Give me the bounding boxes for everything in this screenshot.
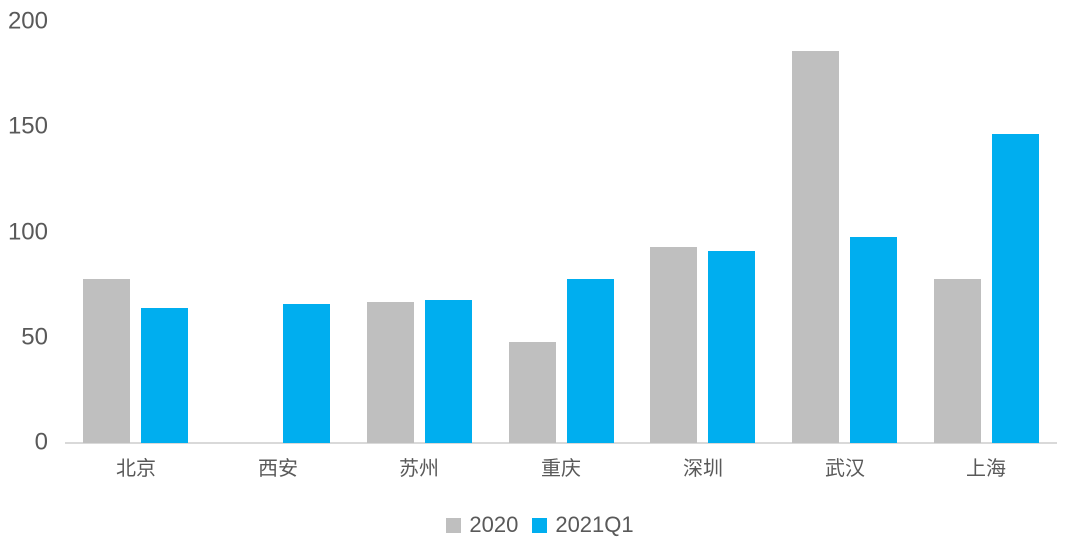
bar-2021Q1-重庆 (567, 279, 614, 443)
bar-2020-武汉 (792, 51, 839, 443)
x-label-上海: 上海 (966, 458, 1006, 480)
x-label-北京: 北京 (116, 458, 156, 480)
bar-2021Q1-苏州 (425, 300, 472, 443)
bar-2020-上海 (934, 279, 981, 443)
x-label-苏州: 苏州 (399, 458, 439, 480)
legend-swatch-2020 (446, 517, 462, 533)
y-tick-200: 200 (7, 7, 48, 35)
legend-item-2020: 2020 (446, 512, 518, 538)
legend-label-2021q1: 2021Q1 (555, 512, 634, 537)
x-axis-line (65, 442, 1057, 444)
bar-2021Q1-深圳 (708, 251, 755, 443)
x-label-重庆: 重庆 (541, 458, 581, 480)
x-label-武汉: 武汉 (825, 458, 865, 480)
y-tick-50: 50 (21, 323, 48, 351)
x-label-深圳: 深圳 (683, 458, 723, 480)
x-label-西安: 西安 (258, 458, 298, 480)
legend: 2020 2021Q1 (0, 512, 1080, 538)
y-tick-100: 100 (7, 217, 48, 245)
bar-2020-苏州 (367, 302, 414, 443)
bar-2021Q1-武汉 (850, 237, 897, 443)
legend-label-2020: 2020 (469, 512, 519, 537)
bar-2020-北京 (83, 279, 130, 443)
bar-2021Q1-西安 (283, 304, 330, 443)
bar-2021Q1-上海 (992, 134, 1039, 443)
bar-2020-深圳 (650, 247, 697, 443)
legend-swatch-2021q1 (532, 517, 548, 533)
bar-2020-重庆 (509, 342, 556, 443)
y-tick-0: 0 (34, 428, 48, 456)
legend-item-2021q1: 2021Q1 (532, 512, 634, 538)
y-tick-150: 150 (7, 112, 48, 140)
bar-2021Q1-北京 (141, 308, 188, 443)
